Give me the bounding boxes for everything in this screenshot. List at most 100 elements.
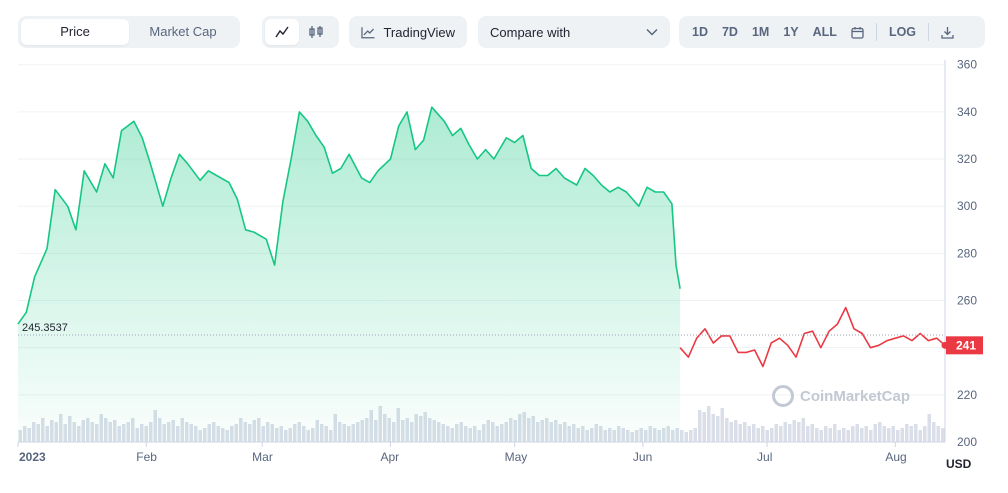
watermark-text: CoinMarketCap: [800, 387, 911, 405]
volume-bar: [846, 430, 850, 442]
y-tick-label: 220: [957, 388, 977, 402]
volume-bar: [806, 426, 810, 442]
volume-bar: [707, 406, 711, 442]
current-price-badge: [946, 336, 983, 355]
volume-bar: [837, 430, 841, 442]
volume-bar: [698, 410, 702, 442]
volume-bar: [752, 424, 756, 442]
chart-style-switch: [262, 16, 339, 48]
volume-bar: [887, 428, 891, 442]
volume-bar: [743, 422, 747, 442]
volume-bar: [941, 428, 945, 442]
volume-bar: [788, 424, 792, 442]
tab-market-cap[interactable]: Market Cap: [149, 24, 217, 39]
x-tick-label: Apr: [380, 450, 399, 464]
coinmarketcap-logo-icon: [772, 385, 794, 407]
range-all[interactable]: ALL: [812, 25, 837, 39]
x-tick-label: Jun: [633, 450, 652, 464]
volume-bar: [873, 424, 877, 442]
compare-with-dropdown[interactable]: Compare with: [478, 16, 670, 48]
range-7d[interactable]: 7D: [721, 25, 738, 39]
volume-bar: [725, 418, 729, 442]
compare-label: Compare with: [490, 24, 571, 40]
price-chart-svg: 200220240260280300320340360245.353724120…: [17, 60, 983, 471]
volume-bar: [900, 428, 904, 442]
chart-type-switch: Price Market Cap: [18, 16, 240, 48]
price-series-line: [679, 306, 946, 368]
chevron-down-icon: [646, 28, 658, 36]
line-chart-icon[interactable]: [265, 19, 299, 45]
volume-bar: [684, 432, 688, 442]
range-1y[interactable]: 1Y: [783, 25, 799, 39]
y-tick-label: 200: [957, 435, 977, 449]
volume-bar: [905, 424, 909, 442]
volume-bar: [716, 416, 720, 442]
volume-bar: [896, 430, 900, 442]
x-tick-label: Mar: [252, 450, 273, 464]
volume-bar: [761, 426, 765, 442]
volume-bar: [801, 418, 805, 442]
chart-toolbar: Price Market Cap TradingView Compare wit…: [18, 16, 990, 48]
volume-bar: [923, 426, 927, 442]
tradingview-label: TradingView: [383, 24, 455, 40]
y-tick-label: 340: [957, 105, 977, 119]
volume-bar: [860, 428, 864, 442]
range-divider: [875, 23, 877, 41]
y-axis-unit-label: USD: [946, 457, 972, 471]
reference-price-label: 245.3537: [22, 322, 68, 334]
x-tick-label: May: [505, 450, 528, 464]
volume-bar: [842, 428, 846, 442]
price-series-line: [17, 106, 681, 325]
volume-bar: [891, 426, 895, 442]
volume-bar: [855, 424, 859, 442]
volume-bar: [936, 426, 940, 442]
volume-bar: [927, 414, 931, 442]
volume-bar: [792, 420, 796, 442]
volume-bar: [756, 428, 760, 442]
range-1m[interactable]: 1M: [751, 25, 770, 39]
volume-bar: [864, 426, 868, 442]
log-scale-toggle[interactable]: LOG: [888, 25, 917, 39]
tradingview-icon: [361, 26, 375, 38]
volume-bar: [689, 430, 693, 442]
tradingview-button[interactable]: TradingView: [349, 16, 467, 48]
volume-bar: [770, 428, 774, 442]
x-tick-label: Aug: [885, 450, 906, 464]
volume-bar: [734, 420, 738, 442]
current-price-label: 241: [956, 338, 976, 352]
tab-price[interactable]: Price: [21, 19, 129, 45]
volume-bar: [918, 430, 922, 442]
volume-bar: [833, 424, 837, 442]
volume-bar: [828, 428, 832, 442]
volume-bar: [810, 424, 814, 442]
volume-bar: [819, 430, 823, 442]
volume-bar: [693, 428, 697, 442]
range-divider: [928, 23, 930, 41]
volume-bar: [738, 424, 742, 442]
range-1d[interactable]: 1D: [692, 25, 708, 39]
volume-bar: [914, 424, 918, 442]
volume-bar: [815, 428, 819, 442]
download-icon[interactable]: [934, 19, 961, 45]
calendar-icon[interactable]: [844, 19, 871, 45]
volume-bar: [720, 408, 724, 442]
y-tick-label: 260: [957, 294, 977, 308]
volume-bar: [747, 426, 751, 442]
time-range-switch: 1D 7D 1M 1Y ALL LOG: [679, 16, 985, 48]
volume-bar: [702, 412, 706, 442]
candlestick-icon[interactable]: [299, 19, 333, 45]
volume-bar: [869, 430, 873, 442]
volume-bar: [797, 422, 801, 442]
volume-bar: [711, 414, 715, 442]
y-tick-label: 300: [957, 199, 977, 213]
volume-bar: [882, 426, 886, 442]
volume-bar: [932, 422, 936, 442]
volume-bar: [774, 424, 778, 442]
price-area: [18, 107, 681, 442]
price-chart[interactable]: 200220240260280300320340360245.353724120…: [0, 60, 1008, 493]
volume-bar: [765, 430, 769, 442]
x-tick-label: Jul: [757, 450, 772, 464]
volume-bar: [878, 422, 882, 442]
x-tick-label: Feb: [136, 450, 157, 464]
volume-bar: [779, 426, 783, 442]
